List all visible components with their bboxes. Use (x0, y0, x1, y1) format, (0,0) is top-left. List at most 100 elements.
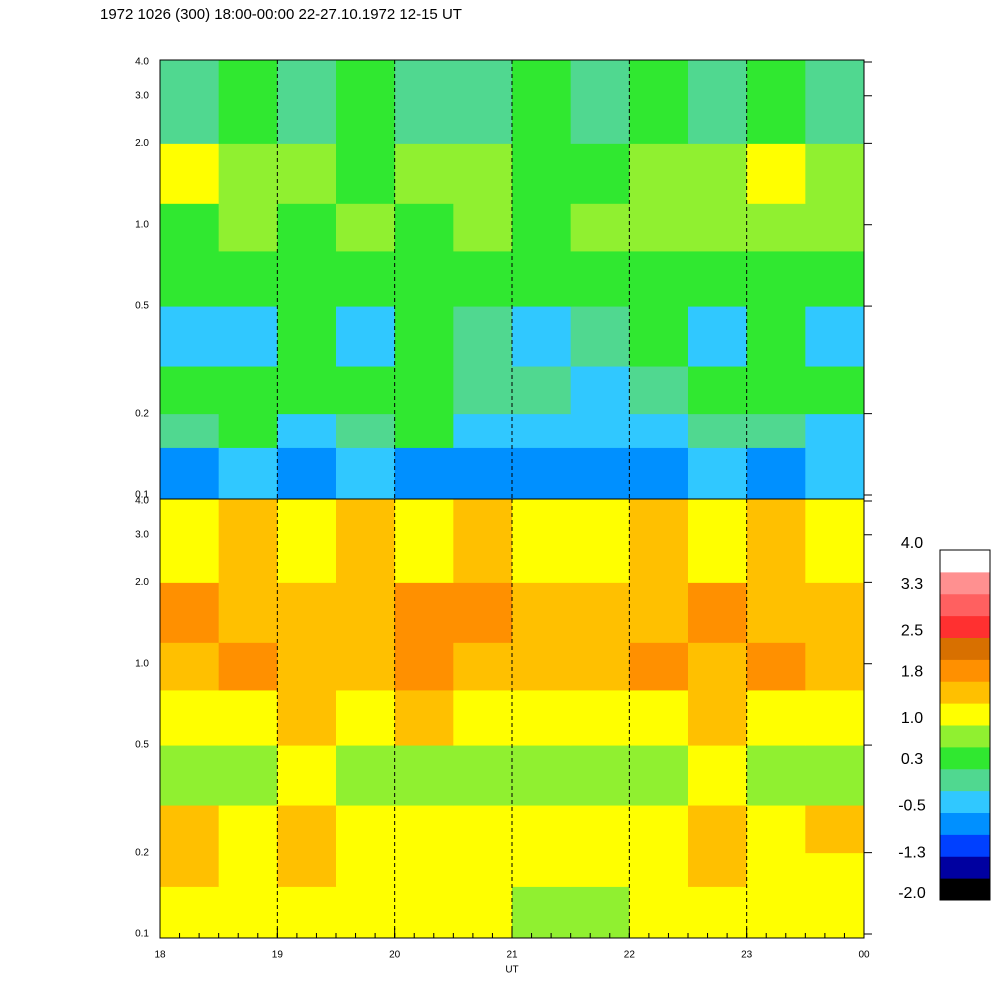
heat-cell (512, 499, 572, 583)
heat-cell (688, 805, 748, 854)
heat-cell (394, 745, 454, 806)
colorbar-tick-label: 4.0 (901, 535, 923, 552)
heat-cell (336, 143, 396, 204)
heat-cell (394, 143, 454, 204)
heat-cell (160, 250, 220, 307)
y-tick-label: 1.0 (135, 658, 149, 669)
heat-cell (570, 306, 630, 367)
heat-cell (336, 306, 396, 367)
heat-cell (277, 413, 337, 448)
heat-cell (570, 689, 630, 746)
heat-cell (805, 306, 865, 367)
heat-cell (160, 413, 220, 448)
heat-cell (688, 306, 748, 367)
heat-cell (629, 499, 689, 583)
colorbar-swatch (940, 746, 990, 770)
heat-cell (512, 60, 572, 144)
colorbar-tick-label: -1.3 (898, 844, 926, 861)
heat-cell (336, 250, 396, 307)
heat-cell (746, 745, 806, 806)
y-tick-label: 0.1 (135, 490, 149, 501)
colorbar-swatch (940, 593, 990, 617)
heat-cell (394, 60, 454, 144)
heat-cell (746, 642, 806, 691)
heat-cell (629, 143, 689, 204)
heat-cell (277, 250, 337, 307)
heat-cell (688, 745, 748, 806)
colorbar-swatch (940, 571, 990, 595)
heat-cell (160, 642, 220, 691)
colorbar-swatch (940, 659, 990, 682)
heat-cell (277, 642, 337, 691)
colorbar-swatch (940, 637, 990, 660)
heat-cell (218, 582, 278, 643)
heat-cell (688, 886, 748, 939)
heat-cell (570, 60, 630, 144)
heat-cell (218, 805, 278, 854)
heat-cell (570, 852, 630, 887)
colorbar-swatch (940, 725, 990, 748)
heat-cell (688, 250, 748, 307)
heat-cell (746, 689, 806, 746)
colorbar-tick-label: 0.3 (901, 751, 923, 768)
heat-cell (570, 499, 630, 583)
colorbar-tick-label: 3.3 (901, 576, 923, 593)
y-tick-label: 0.2 (135, 847, 149, 858)
heat-cell (805, 447, 865, 500)
heat-cell (805, 143, 865, 204)
heat-cell (336, 852, 396, 887)
colorbar-frame (939, 549, 991, 901)
colorbar-swatch (940, 550, 990, 573)
heat-cell (160, 805, 220, 854)
heat-cell (629, 60, 689, 144)
heat-cell (688, 203, 748, 252)
heat-cell (746, 366, 806, 415)
heat-cell (805, 366, 865, 415)
heat-cell (512, 203, 572, 252)
heat-cell (218, 306, 278, 367)
heat-cell (160, 366, 220, 415)
x-tick-label: 18 (154, 950, 166, 961)
heat-cell (629, 250, 689, 307)
heat-cell (746, 886, 806, 939)
heat-cell (512, 143, 572, 204)
heat-cell (453, 447, 513, 500)
heat-cell (394, 805, 454, 854)
heat-cell (336, 642, 396, 691)
heat-cell (746, 447, 806, 500)
heat-cell (277, 582, 337, 643)
heat-cell (277, 366, 337, 415)
heat-cell (336, 447, 396, 500)
heat-cell (336, 203, 396, 252)
heat-cell (688, 582, 748, 643)
heat-cell (570, 366, 630, 415)
heat-cell (277, 689, 337, 746)
heat-cell (570, 203, 630, 252)
heat-cell (453, 203, 513, 252)
heat-cell (218, 642, 278, 691)
heat-cell (512, 447, 572, 500)
heat-cell (453, 689, 513, 746)
heat-cell (688, 852, 748, 887)
heat-cell (453, 250, 513, 307)
heat-cell (277, 143, 337, 204)
heat-cell (570, 250, 630, 307)
heat-cell (570, 582, 630, 643)
heat-cell (746, 413, 806, 448)
colorbar-tick-label: 1.0 (901, 710, 923, 727)
heat-cell (805, 60, 865, 144)
heat-cell (512, 366, 572, 415)
heat-cell (277, 852, 337, 887)
heat-cell (688, 642, 748, 691)
heat-cell (277, 60, 337, 144)
heat-cell (512, 852, 572, 887)
heat-cell (570, 447, 630, 500)
heat-cell (336, 366, 396, 415)
heat-cell (805, 250, 865, 307)
heat-cell (570, 886, 630, 939)
heat-cell (277, 499, 337, 583)
heat-cell (805, 745, 865, 806)
heat-cell (336, 582, 396, 643)
heat-cell (394, 582, 454, 643)
heat-cell (805, 203, 865, 252)
